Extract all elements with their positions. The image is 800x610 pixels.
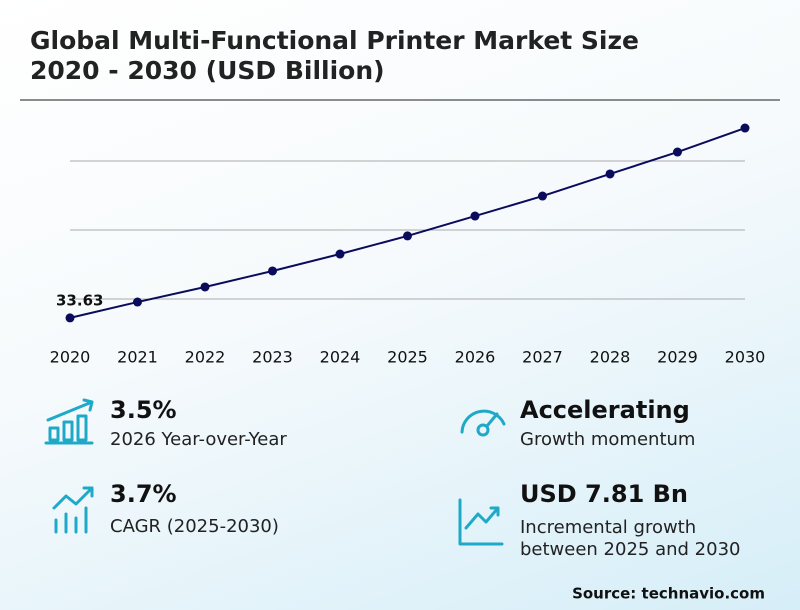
growth-icon	[52, 486, 94, 534]
x-tick-label: 2026	[455, 348, 496, 367]
data-label: 33.63	[56, 291, 103, 309]
trend-icon	[458, 498, 504, 546]
highlight-value: 3.5%	[110, 396, 177, 424]
x-tick-label: 2022	[185, 348, 226, 367]
point	[200, 282, 210, 292]
highlight-value: 3.7%	[110, 480, 177, 508]
point	[538, 191, 547, 201]
point	[673, 147, 682, 157]
x-tick-label: 2021	[117, 348, 158, 367]
x-tick-label: 2025	[387, 348, 428, 367]
x-tick-label: 2030	[725, 348, 766, 367]
highlight-value: USD 7.81 Bn	[520, 480, 688, 508]
point	[65, 313, 75, 323]
highlight-value: Accelerating	[520, 396, 690, 424]
highlight-label: between 2025 and 2030	[520, 539, 740, 560]
source: Source: technavio.com	[572, 585, 765, 603]
highlight-label: Growth momentum	[520, 429, 695, 450]
highlight-label: 2026 Year-over-Year	[110, 429, 287, 450]
chart-title: 2020 - 2030 (USD Billion)	[30, 56, 385, 85]
gauge-icon	[460, 409, 506, 437]
point	[470, 211, 480, 221]
point	[133, 297, 142, 307]
x-tick-label: 2029	[657, 348, 698, 367]
point	[740, 123, 750, 133]
x-tick-label: 2023	[252, 348, 293, 367]
chart-title: Global Multi-Functional Printer Market S…	[30, 26, 639, 55]
x-tick-label: 2028	[590, 348, 631, 367]
point	[335, 249, 345, 259]
point	[268, 266, 277, 276]
x-tick-label: 2027	[522, 348, 563, 367]
highlight-label: Incremental growth	[520, 517, 696, 538]
line	[69, 127, 746, 319]
x-tick-label: 2020	[50, 348, 91, 367]
point	[403, 231, 412, 241]
highlight-label: CAGR (2025-2030)	[110, 516, 279, 537]
bar-chart-icon	[44, 398, 94, 445]
point	[605, 169, 615, 179]
x-tick-label: 2024	[320, 348, 361, 367]
